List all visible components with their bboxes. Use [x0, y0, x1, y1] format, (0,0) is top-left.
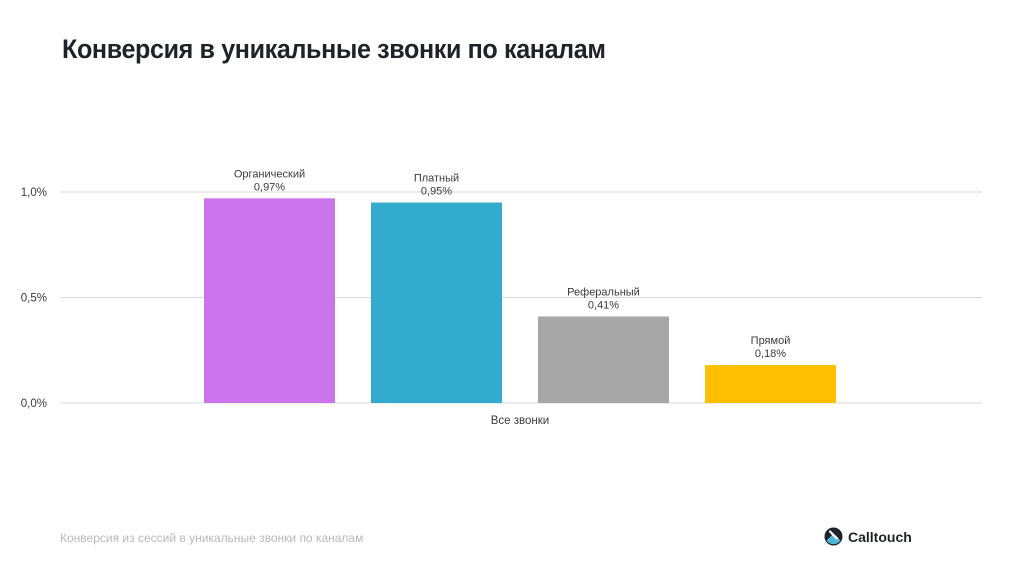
- y-tick-label: 0,5%: [21, 293, 47, 305]
- data-value-label: 0,18%: [755, 348, 786, 360]
- data-value-label: 0,97%: [254, 181, 285, 193]
- bar: [705, 365, 836, 403]
- data-value-label: 0,41%: [588, 299, 619, 311]
- series-name-label: Платный: [414, 173, 459, 185]
- bar: [538, 316, 669, 403]
- bars: [204, 198, 836, 403]
- series-name-label: Органический: [234, 168, 305, 180]
- bar: [204, 198, 335, 403]
- y-axis-ticks: 0,0% 0,5% 1,0%: [21, 187, 47, 410]
- grid-lines: [60, 191, 982, 404]
- data-value-label: 0,95%: [421, 186, 452, 198]
- series-name-label: Прямой: [751, 335, 791, 347]
- y-tick-label: 0,0%: [21, 398, 47, 410]
- bar: [371, 202, 502, 403]
- y-tick-label: 1,0%: [21, 187, 47, 199]
- page-title: Конверсия в уникальные звонки по каналам: [62, 34, 606, 64]
- brand-logo: Calltouch: [824, 527, 912, 546]
- series-name-label: Реферальный: [567, 286, 640, 298]
- x-category-label: Все звонки: [491, 415, 549, 427]
- footer-note: Конверсия из сессий в уникальные звонки …: [60, 531, 364, 545]
- calltouch-logo-icon: [824, 527, 843, 546]
- brand-name: Calltouch: [848, 528, 912, 545]
